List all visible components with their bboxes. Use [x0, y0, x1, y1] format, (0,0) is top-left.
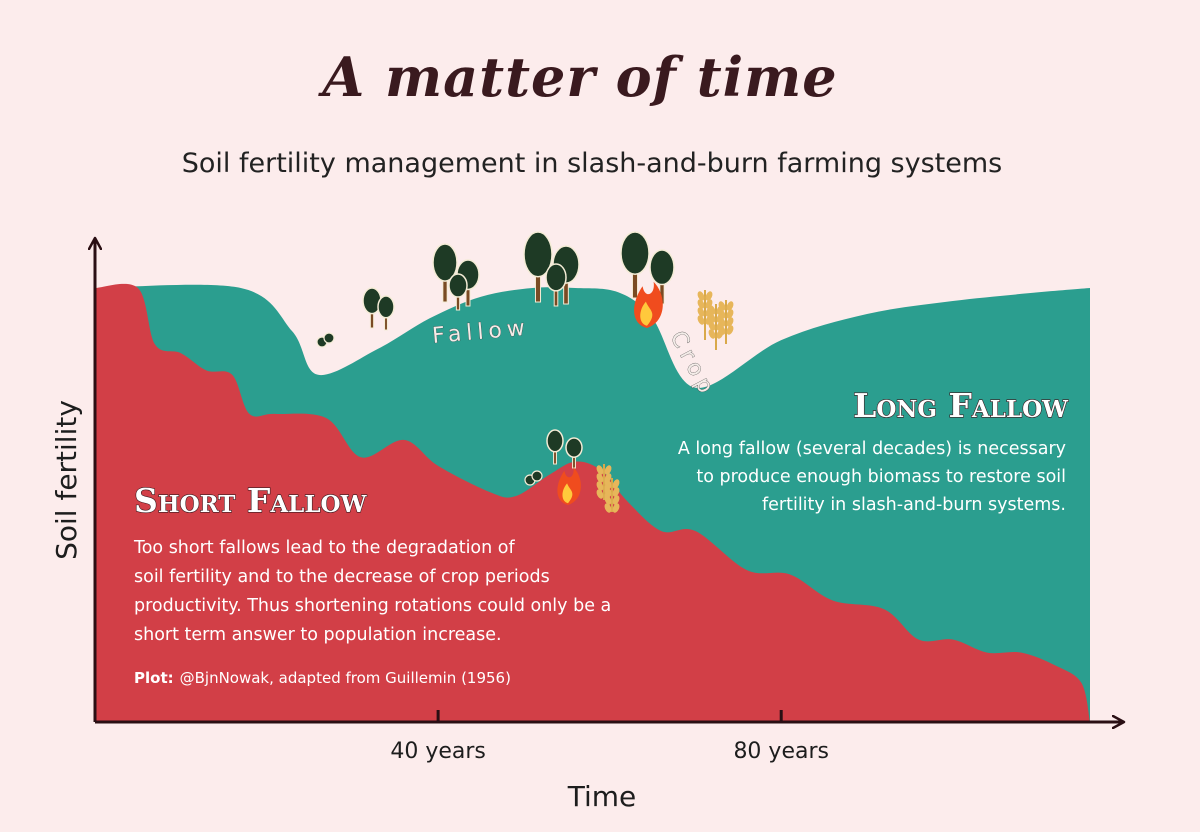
x-tick-label: 40 years	[390, 739, 486, 764]
long-fallow-text: A long fallow (several decades) is neces…	[678, 439, 1066, 515]
short-fallow-line: Too short fallows lead to the degradatio…	[133, 538, 515, 558]
x-tick-label: 80 years	[733, 739, 829, 764]
tree-icon	[546, 429, 564, 465]
wheat-icon	[604, 478, 620, 513]
credit-text: @BjnNowak, adapted from Guillemin (1956)	[180, 669, 511, 687]
area-short-fallow	[95, 283, 1090, 722]
fire-icon	[557, 467, 581, 505]
short-fallow-text: Too short fallows lead to the degradatio…	[133, 538, 611, 645]
long-fallow-line: A long fallow (several decades) is neces…	[678, 439, 1066, 459]
chart-subtitle: Soil fertility management in slash-and-b…	[182, 148, 1002, 179]
tree-icon	[432, 243, 458, 303]
tree-icon	[565, 437, 583, 469]
fire-icon	[634, 281, 663, 328]
credit-label: Plot:	[134, 669, 174, 687]
tree-icon	[448, 273, 468, 311]
long-fallow-heading: Long Fallow	[853, 386, 1069, 425]
x-axis-label: Time	[567, 780, 637, 813]
tree-icon	[523, 231, 553, 303]
short-fallow-heading: Short Fallow	[134, 481, 368, 520]
tree-icon	[620, 231, 650, 299]
y-axis-label: Soil fertility	[50, 400, 83, 560]
sapling-icon	[316, 332, 335, 348]
tree-icon	[377, 295, 395, 331]
credit: Plot: @BjnNowak, adapted from Guillemin (…	[134, 669, 511, 687]
short-fallow-line: soil fertility and to the decrease of cr…	[134, 567, 550, 587]
sapling-icon	[524, 470, 543, 486]
x-ticks: 40 years 80 years	[390, 710, 829, 764]
short-fallow-line: short term answer to population increase…	[134, 625, 502, 645]
tree-icon	[545, 263, 567, 307]
short-fallow-line: productivity. Thus shortening rotations …	[134, 596, 611, 616]
chart-title: A matter of time	[317, 45, 837, 109]
wheat-icon	[718, 300, 734, 344]
long-fallow-line: fertility in slash-and-burn systems.	[762, 495, 1066, 515]
illustration-icons	[316, 231, 734, 513]
long-fallow-line: to produce enough biomass to restore soi…	[696, 467, 1066, 487]
